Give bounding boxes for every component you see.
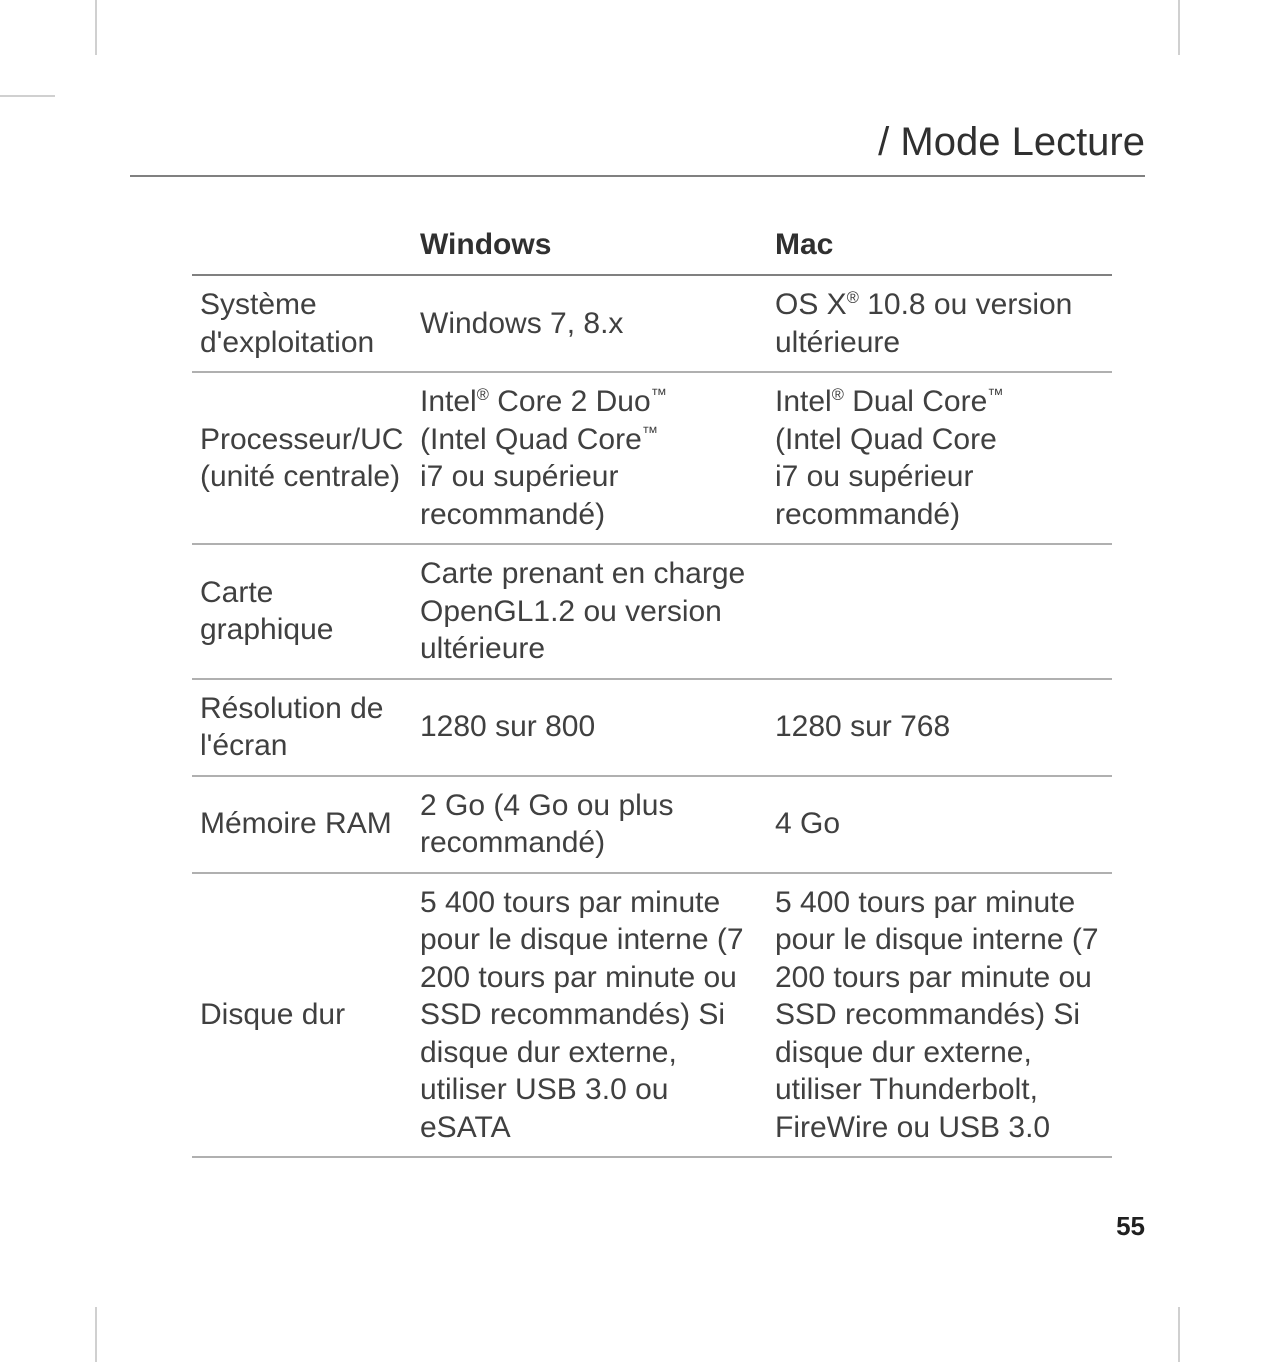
crop-mark: [0, 95, 55, 97]
page-number: 55: [1116, 1211, 1145, 1242]
col-header-blank: [192, 218, 412, 275]
row-label: Résolution de l'écran: [192, 679, 412, 776]
row-label: Processeur/UC (unité centrale): [192, 372, 412, 544]
cell-windows: 5 400 tours par minute pour le disque in…: [412, 873, 767, 1158]
cell-windows: 2 Go (4 Go ou plus recommandé): [412, 776, 767, 873]
cell-windows: Windows 7, 8.x: [412, 275, 767, 372]
cell-mac: 1280 sur 768: [767, 679, 1112, 776]
crop-mark: [1178, 1307, 1180, 1362]
cell-mac: 5 400 tours par minute pour le disque in…: [767, 873, 1112, 1158]
title-underline: [130, 175, 1145, 177]
row-label: Système d'exploitation: [192, 275, 412, 372]
col-header-mac: Mac: [767, 218, 1112, 275]
table-row: Processeur/UC (unité centrale) Intel® Co…: [192, 372, 1112, 544]
cell-mac: 4 Go: [767, 776, 1112, 873]
table-row: Carte graphique Carte prenant en charge …: [192, 544, 1112, 679]
cell-mac: OS X® 10.8 ou version ultérieure: [767, 275, 1112, 372]
cell-windows: Intel® Core 2 Duo™(Intel Quad Core™i7 ou…: [412, 372, 767, 544]
crop-mark: [95, 1307, 97, 1362]
crop-mark: [95, 0, 97, 55]
row-label: Mémoire RAM: [192, 776, 412, 873]
col-header-windows: Windows: [412, 218, 767, 275]
cell-mac: Intel® Dual Core™(Intel Quad Corei7 ou s…: [767, 372, 1112, 544]
specs-table: Windows Mac Système d'exploitation Windo…: [192, 218, 1112, 1158]
cell-windows: Carte prenant en charge OpenGL1.2 ou ver…: [412, 544, 767, 679]
table-row: Disque dur 5 400 tours par minute pour l…: [192, 873, 1112, 1158]
cell-mac: [767, 544, 1112, 679]
table-row: Mémoire RAM 2 Go (4 Go ou plus recommand…: [192, 776, 1112, 873]
table-row: Système d'exploitation Windows 7, 8.x OS…: [192, 275, 1112, 372]
cell-windows: 1280 sur 800: [412, 679, 767, 776]
crop-mark: [1178, 0, 1180, 55]
table-row: Résolution de l'écran 1280 sur 800 1280 …: [192, 679, 1112, 776]
row-label: Carte graphique: [192, 544, 412, 679]
page-title: / Mode Lecture: [878, 120, 1145, 165]
row-label: Disque dur: [192, 873, 412, 1158]
